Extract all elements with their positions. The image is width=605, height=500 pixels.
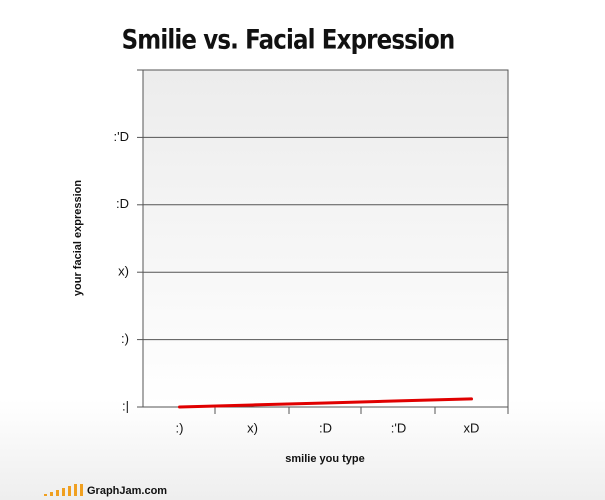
x-tick-label: xD <box>464 420 480 435</box>
data-line <box>178 397 473 409</box>
y-tick-label: x) <box>118 264 129 279</box>
y-tick-label: :D <box>116 196 129 211</box>
x-tick-label: x) <box>247 420 258 435</box>
y-tick-label: :) <box>121 331 129 346</box>
x-tick-label: :) <box>176 420 184 435</box>
watermark-icon <box>44 484 83 496</box>
x-axis-label: smilie you type <box>285 453 364 465</box>
chart-title: Smilie vs. Facial Expression <box>122 24 455 55</box>
y-tick-label: :| <box>122 398 129 413</box>
x-tick-label: :D <box>319 420 332 435</box>
watermark: GraphJam.com <box>87 485 167 497</box>
y-axis-label: your facial expression <box>72 180 84 296</box>
x-tick-label: :'D <box>391 420 406 435</box>
x-ticks <box>137 69 509 414</box>
y-tick-label: :'D <box>114 129 129 144</box>
plot-area <box>142 69 509 408</box>
